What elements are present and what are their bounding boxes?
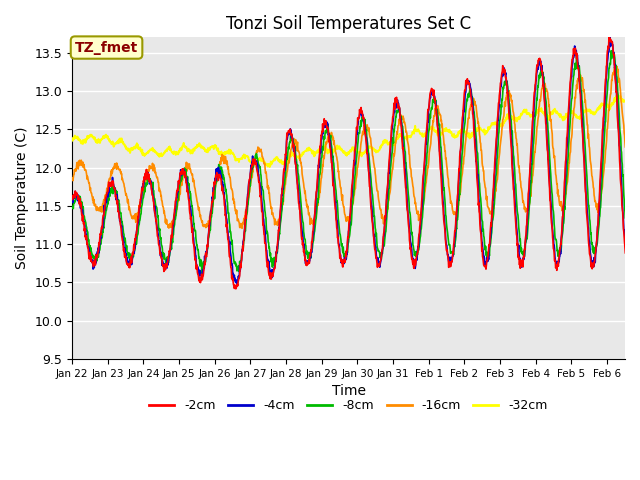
-8cm <box>639 84 640 90</box>
-32cm <box>630 89 637 95</box>
-8cm <box>311 228 319 234</box>
-2cm <box>333 225 340 231</box>
-4cm <box>113 194 120 200</box>
Line: -32cm: -32cm <box>72 92 640 167</box>
Line: -8cm: -8cm <box>72 51 640 274</box>
-16cm <box>333 154 340 160</box>
-32cm <box>333 145 340 151</box>
X-axis label: Time: Time <box>332 384 365 398</box>
-2cm <box>639 46 640 52</box>
-16cm <box>323 141 330 147</box>
-16cm <box>68 176 76 181</box>
-2cm <box>323 122 330 128</box>
-2cm <box>232 286 240 292</box>
Line: -16cm: -16cm <box>72 66 640 228</box>
-4cm <box>233 280 241 286</box>
-4cm <box>311 212 319 218</box>
-16cm <box>238 226 246 231</box>
Line: -2cm: -2cm <box>72 37 640 289</box>
-4cm <box>639 53 640 59</box>
-2cm <box>394 97 401 103</box>
-8cm <box>68 204 76 209</box>
-16cm <box>394 132 401 137</box>
-32cm <box>323 145 330 151</box>
-32cm <box>68 136 76 142</box>
-8cm <box>607 48 615 54</box>
-16cm <box>311 215 319 221</box>
-32cm <box>113 141 120 146</box>
-32cm <box>311 149 319 155</box>
-4cm <box>606 34 614 39</box>
-32cm <box>136 146 143 152</box>
-16cm <box>136 209 143 215</box>
-16cm <box>639 120 640 125</box>
-4cm <box>136 205 143 211</box>
-8cm <box>394 108 401 113</box>
-4cm <box>68 199 76 204</box>
Text: TZ_fmet: TZ_fmet <box>75 40 138 55</box>
-16cm <box>113 160 120 166</box>
-16cm <box>613 63 621 69</box>
-32cm <box>639 95 640 100</box>
Title: Tonzi Soil Temperatures Set C: Tonzi Soil Temperatures Set C <box>226 15 471 33</box>
-8cm <box>198 271 206 276</box>
Legend: -2cm, -4cm, -8cm, -16cm, -32cm: -2cm, -4cm, -8cm, -16cm, -32cm <box>145 394 553 417</box>
-2cm <box>136 203 143 208</box>
-8cm <box>136 218 143 224</box>
-8cm <box>113 192 120 198</box>
-2cm <box>113 195 120 201</box>
-8cm <box>333 199 340 205</box>
-4cm <box>323 121 330 127</box>
-8cm <box>323 127 330 133</box>
-32cm <box>266 164 273 170</box>
-4cm <box>333 217 340 223</box>
-4cm <box>394 97 401 103</box>
-32cm <box>394 135 401 141</box>
-2cm <box>311 213 319 219</box>
Y-axis label: Soil Temperature (C): Soil Temperature (C) <box>15 127 29 269</box>
-2cm <box>605 35 612 40</box>
-2cm <box>68 193 76 199</box>
Line: -4cm: -4cm <box>72 36 640 283</box>
